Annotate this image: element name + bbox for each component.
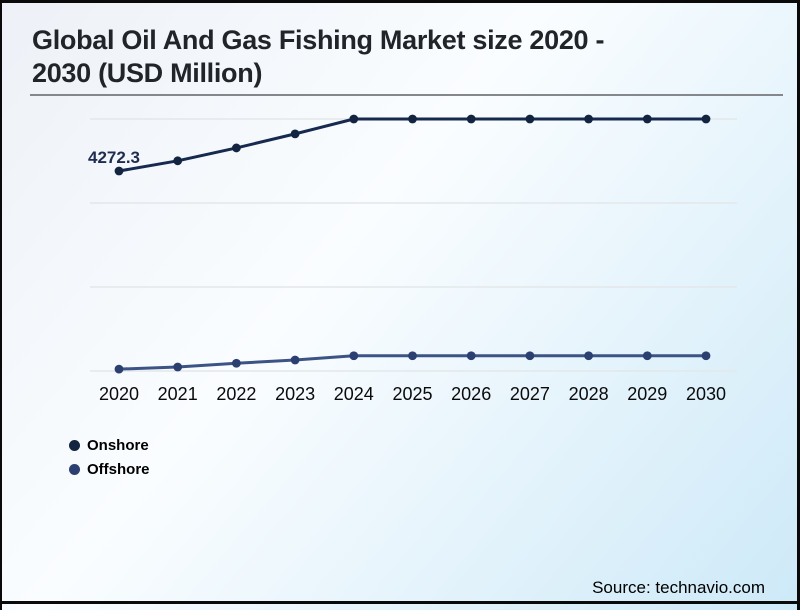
data-point-offshore-2030 — [701, 351, 711, 361]
data-point-onshore-2026 — [466, 114, 476, 124]
data-point-offshore-2024 — [349, 351, 359, 361]
data-point-onshore-2021 — [173, 156, 183, 166]
data-point-onshore-2030 — [701, 114, 711, 124]
x-axis-label-2023: 2023 — [275, 384, 316, 404]
legend-label-onshore: Onshore — [87, 436, 149, 454]
data-label: 4272.3 — [88, 148, 140, 167]
x-axis-label-2029: 2029 — [627, 384, 668, 404]
legend: Onshore Offshore — [69, 434, 150, 482]
x-axis-label-2026: 2026 — [451, 384, 492, 404]
data-point-offshore-2028 — [584, 351, 593, 361]
bottom-border-line — [0, 601, 800, 604]
source-attribution: Source: technavio.com — [592, 578, 765, 597]
x-axis: 2020 2021 2022 2023 2024 2025 2026 2027 2028 2029… — [0, 384, 800, 408]
x-axis-label-2028: 2028 — [568, 384, 609, 404]
data-point-onshore-2027 — [525, 114, 535, 124]
title-underline — [30, 94, 783, 96]
x-axis-label-2027: 2027 — [509, 384, 550, 404]
data-point-onshore-2024 — [349, 114, 359, 124]
data-point-onshore-2028 — [584, 114, 593, 124]
data-point-onshore-2020 — [114, 166, 124, 176]
data-point-offshore-2022 — [232, 358, 241, 368]
x-axis-label-2022: 2022 — [216, 384, 257, 404]
legend-marker-offshore-icon — [69, 463, 80, 475]
legend-item-onshore: Onshore — [69, 434, 150, 456]
x-axis-label-2024: 2024 — [333, 384, 374, 404]
legend-item-offshore: Offshore — [69, 458, 150, 480]
data-point-onshore-2029 — [642, 114, 652, 124]
data-point-offshore-2020 — [114, 364, 124, 374]
data-point-offshore-2027 — [525, 351, 535, 361]
data-point-onshore-2022 — [232, 143, 241, 153]
x-axis-label-2025: 2025 — [392, 384, 433, 404]
data-point-onshore-2023 — [290, 129, 300, 139]
x-axis-label-2021: 2021 — [157, 384, 198, 404]
series-line-onshore — [118, 117, 706, 173]
page-title: Global Oil And Gas Fishing Market size 2… — [32, 25, 605, 88]
x-axis-label-2020: 2020 — [98, 384, 140, 404]
legend-marker-onshore-icon — [69, 439, 80, 451]
data-point-offshore-2025 — [408, 351, 417, 361]
data-point-onshore-2025 — [408, 114, 417, 124]
data-point-offshore-2026 — [466, 351, 476, 361]
data-point-offshore-2023 — [290, 355, 300, 365]
data-point-offshore-2029 — [642, 351, 652, 361]
data-point-offshore-2021 — [173, 362, 183, 372]
legend-label-offshore: Offshore — [87, 460, 150, 478]
x-axis-label-2030: 2030 — [685, 384, 727, 404]
